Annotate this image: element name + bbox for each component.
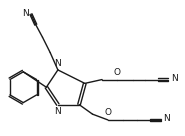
Text: N: N (171, 74, 178, 83)
Text: O: O (114, 68, 121, 77)
Text: N: N (55, 107, 61, 116)
Text: N: N (55, 59, 61, 68)
Text: N: N (22, 9, 29, 18)
Text: O: O (104, 108, 111, 117)
Text: N: N (163, 115, 170, 123)
